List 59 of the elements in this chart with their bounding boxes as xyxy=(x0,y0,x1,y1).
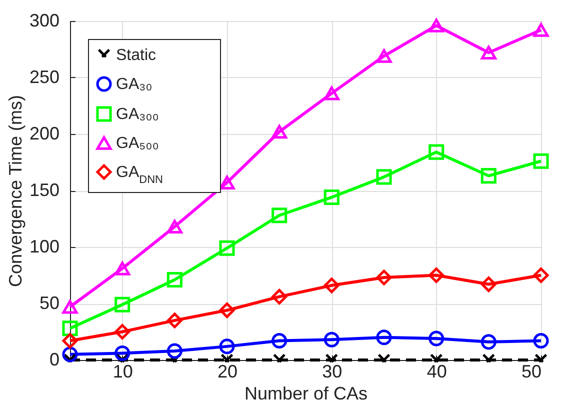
point xyxy=(62,346,78,362)
point xyxy=(480,46,496,60)
point xyxy=(376,169,392,185)
x-axis-title: Number of CAs xyxy=(244,384,368,404)
point xyxy=(114,345,130,361)
y-tick-label: 200 xyxy=(29,124,60,144)
point xyxy=(376,270,392,286)
point xyxy=(533,23,549,37)
point xyxy=(324,190,340,206)
point xyxy=(324,332,340,348)
x-tick-label: 10 xyxy=(112,362,133,382)
point xyxy=(219,338,235,354)
point xyxy=(376,330,392,346)
point xyxy=(114,296,130,312)
point xyxy=(324,86,340,100)
point xyxy=(62,320,78,336)
point xyxy=(428,267,444,284)
point xyxy=(219,240,235,256)
point xyxy=(114,262,130,276)
point xyxy=(272,333,288,349)
point xyxy=(428,18,444,32)
y-tick-label: 300 xyxy=(29,10,60,30)
legend-label: GA$_{DNN}$ xyxy=(116,164,164,186)
y-tick-label: 0 xyxy=(49,350,60,370)
point xyxy=(166,343,182,359)
point xyxy=(272,124,288,139)
point xyxy=(533,333,549,349)
legend-label: Static xyxy=(116,47,156,64)
y-tick-label: 150 xyxy=(29,180,60,200)
point xyxy=(166,312,182,328)
y-axis-title: Convergence Time (ms) xyxy=(5,94,26,288)
y-tick-label: 50 xyxy=(39,293,60,313)
y-tick-label: 100 xyxy=(29,236,60,256)
point xyxy=(272,288,288,304)
point xyxy=(428,330,444,346)
point xyxy=(219,302,235,318)
legend-label: GA₃₀ xyxy=(116,76,152,93)
x-tick-label: 30 xyxy=(322,362,342,382)
point xyxy=(62,300,78,314)
point xyxy=(480,168,496,184)
point xyxy=(166,220,182,234)
legend-label: GA₃₀₀ xyxy=(116,106,159,123)
x-tick-label: 20 xyxy=(217,362,238,382)
point xyxy=(62,333,78,349)
point xyxy=(376,49,392,63)
x-tick-label: 40 xyxy=(426,362,447,382)
point xyxy=(428,144,444,160)
point xyxy=(272,208,288,224)
point xyxy=(166,272,182,288)
x-tick-label: 50 xyxy=(521,362,542,382)
point xyxy=(480,334,496,350)
point xyxy=(114,324,130,340)
legend-label: GA₅₀₀ xyxy=(116,135,159,152)
point xyxy=(533,267,549,284)
point xyxy=(480,276,496,292)
point xyxy=(324,278,340,294)
point xyxy=(219,176,235,190)
y-tick-label: 250 xyxy=(29,67,60,87)
point xyxy=(533,153,549,169)
